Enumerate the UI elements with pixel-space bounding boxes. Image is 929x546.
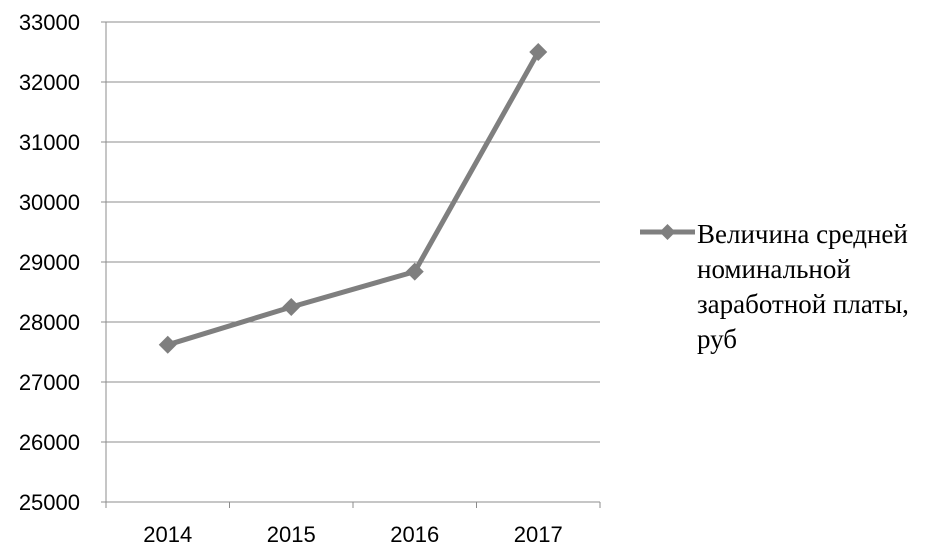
data-point-marker xyxy=(158,335,177,354)
x-tick-label: 2017 xyxy=(514,522,563,546)
legend: Величина средней номинальной заработной пл… xyxy=(640,219,909,354)
legend-label-line: Величина средней xyxy=(697,219,908,249)
y-tick-label: 25000 xyxy=(19,490,80,515)
x-tick-label: 2016 xyxy=(390,522,439,546)
data-point-marker xyxy=(529,43,548,61)
y-tick-label: 28000 xyxy=(19,310,80,335)
data-point-marker xyxy=(405,262,424,281)
y-tick-label: 29000 xyxy=(19,250,80,275)
legend-label-line: номинальной xyxy=(697,254,851,284)
legend-marker xyxy=(659,224,676,240)
data-point-marker xyxy=(282,298,301,316)
legend-label: Величина средней номинальной заработной пл… xyxy=(697,219,909,354)
y-tick-label: 27000 xyxy=(19,370,80,395)
legend-label-line: заработной платы, xyxy=(697,289,909,319)
axes xyxy=(101,21,601,508)
x-tick-label: 2015 xyxy=(267,522,316,546)
y-tick-labels: 25000 26000 27000 28000 29000 30000 31000 32000… xyxy=(19,10,80,515)
y-tick-label: 26000 xyxy=(19,430,80,455)
y-tick-label: 30000 xyxy=(19,190,80,215)
legend-label-line: руб xyxy=(697,324,737,354)
series xyxy=(158,43,548,354)
y-tick-label: 31000 xyxy=(19,130,80,155)
y-tick-label: 32000 xyxy=(19,70,80,95)
y-tick-label: 33000 xyxy=(19,10,80,35)
x-tick-labels: 2014 2015 2016 2017 xyxy=(143,522,562,546)
gridlines xyxy=(106,21,600,443)
series-line xyxy=(167,50,541,348)
x-tick-label: 2014 xyxy=(143,522,192,546)
